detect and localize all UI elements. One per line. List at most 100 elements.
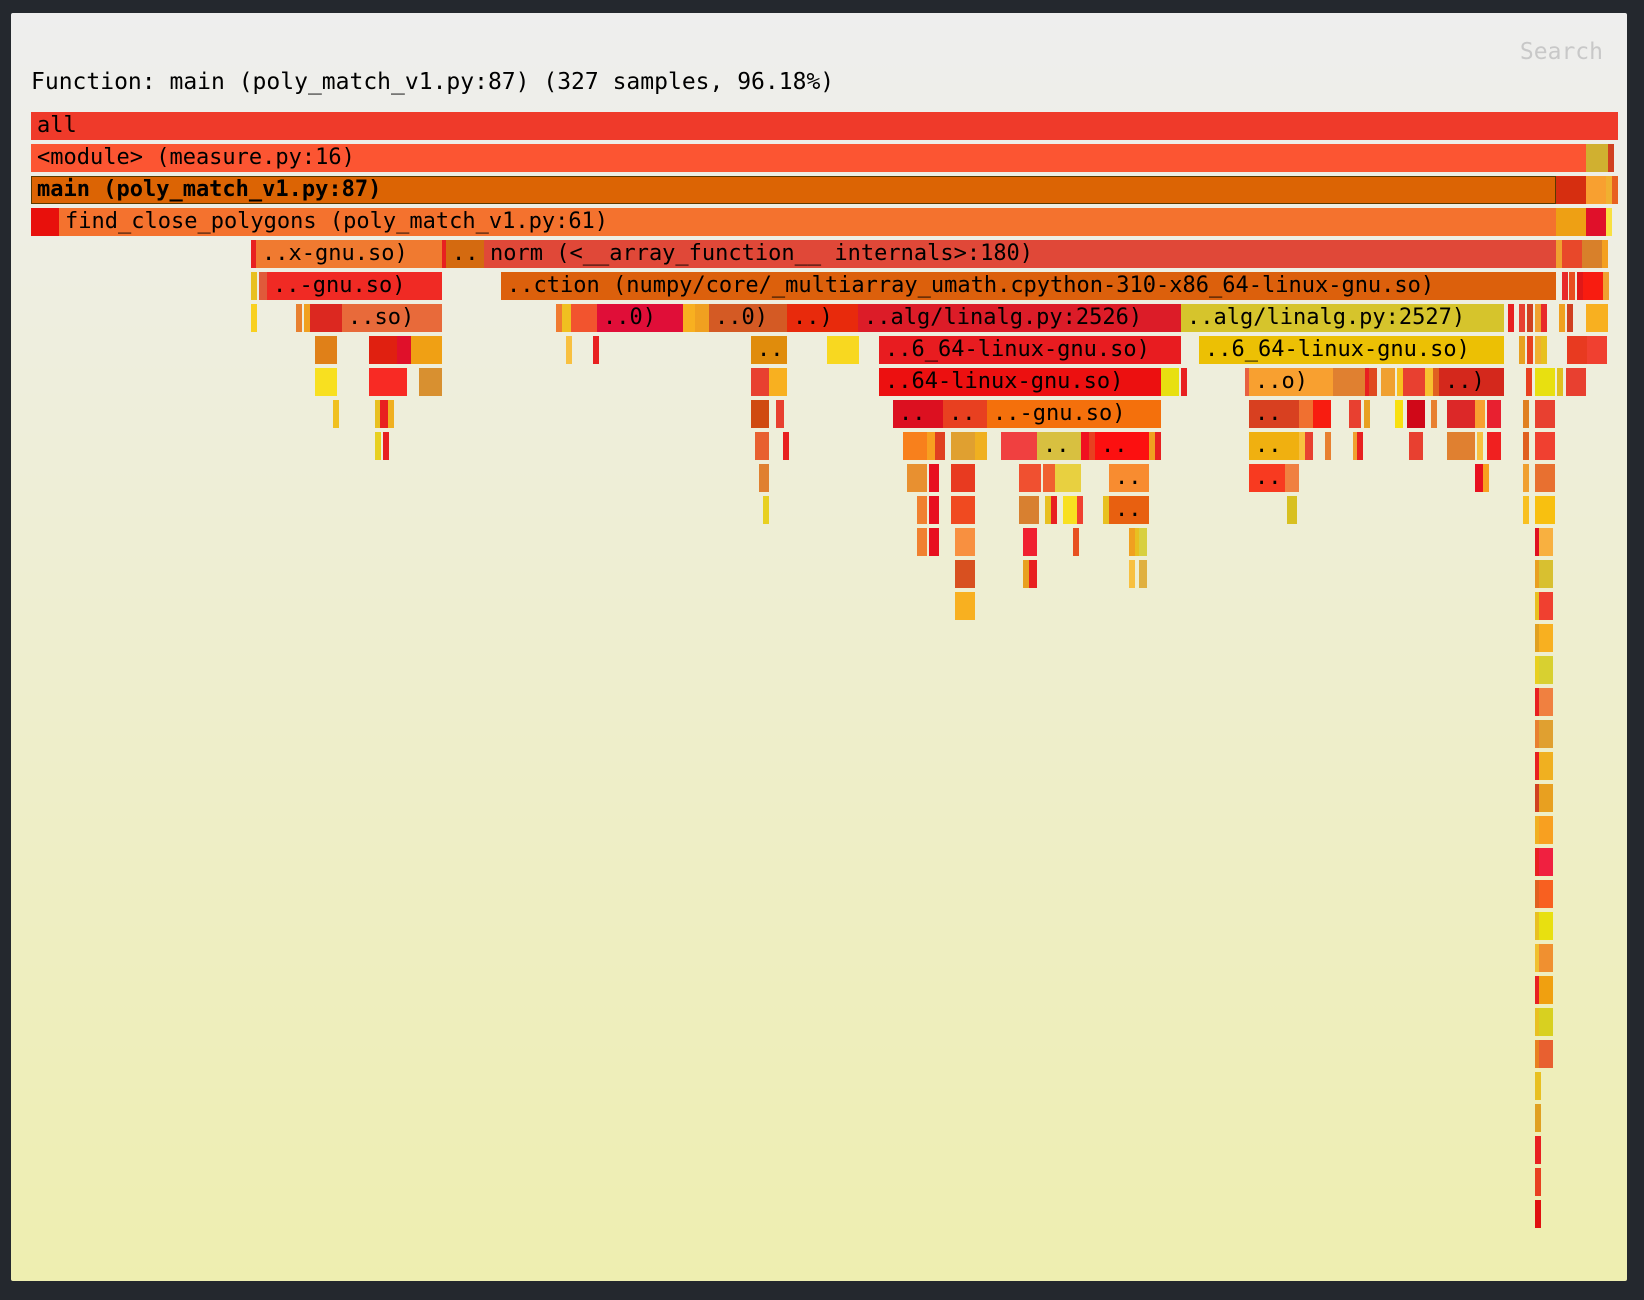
flame-frame[interactable] — [1557, 368, 1563, 396]
flame-frame[interactable] — [1535, 784, 1541, 812]
flame-frame[interactable] — [1526, 368, 1532, 396]
flame-frame[interactable] — [251, 304, 257, 332]
flame-frame[interactable] — [1556, 240, 1562, 268]
flame-frame[interactable] — [763, 496, 769, 524]
flame-frame[interactable] — [251, 272, 257, 300]
flame-frame[interactable] — [1556, 176, 1586, 204]
flame-frame[interactable] — [1602, 240, 1608, 268]
flame-frame[interactable] — [935, 432, 945, 460]
flame-frame[interactable] — [776, 400, 784, 428]
flame-frame[interactable] — [1051, 496, 1057, 524]
flame-frame[interactable]: .. — [1249, 432, 1299, 460]
flame-frame[interactable] — [1381, 368, 1395, 396]
flame-frame[interactable] — [1535, 624, 1541, 652]
flame-frame[interactable] — [1369, 368, 1377, 396]
flame-frame[interactable] — [1073, 528, 1079, 556]
flame-frame[interactable]: .. — [1109, 464, 1149, 492]
flame-frame[interactable] — [1586, 144, 1608, 172]
flame-frame[interactable] — [1019, 496, 1039, 524]
flame-frame[interactable] — [562, 304, 571, 332]
flame-frame[interactable] — [1431, 400, 1437, 428]
flame-frame[interactable] — [1395, 400, 1403, 428]
flame-frame[interactable] — [1527, 336, 1533, 364]
flame-frame[interactable] — [1586, 304, 1608, 332]
flame-frame[interactable] — [1475, 400, 1485, 428]
flame-frame[interactable]: .. — [943, 400, 987, 428]
flame-frame[interactable] — [1535, 816, 1541, 844]
flame-frame[interactable] — [1045, 496, 1051, 524]
flame-frame[interactable] — [903, 432, 927, 460]
flame-frame[interactable] — [1447, 432, 1475, 460]
flame-frame[interactable] — [1535, 688, 1541, 716]
flame-frame[interactable] — [1606, 176, 1612, 204]
flame-frame[interactable] — [1566, 368, 1586, 396]
flame-frame[interactable] — [1562, 272, 1568, 300]
flame-frame[interactable] — [571, 304, 597, 332]
flame-frame[interactable] — [1349, 400, 1361, 428]
flame-frame[interactable] — [1353, 432, 1359, 460]
flame-frame[interactable] — [1535, 592, 1541, 620]
flame-frame[interactable] — [783, 432, 789, 460]
flame-frame[interactable] — [1519, 304, 1525, 332]
flame-frame[interactable] — [1539, 624, 1553, 652]
flame-frame[interactable] — [31, 208, 59, 236]
flame-frame[interactable] — [1539, 944, 1553, 972]
flame-frame[interactable] — [1535, 1072, 1541, 1100]
flame-frame[interactable] — [1299, 400, 1313, 428]
flame-frame[interactable]: ..-gnu.so) — [267, 272, 442, 300]
flame-frame[interactable] — [1487, 432, 1501, 460]
flame-frame[interactable] — [1407, 400, 1425, 428]
flame-frame[interactable] — [1541, 304, 1547, 332]
flame-frame[interactable] — [1535, 368, 1555, 396]
flame-frame[interactable] — [1535, 528, 1541, 556]
flame-frame[interactable] — [907, 464, 927, 492]
flame-frame[interactable] — [1569, 272, 1575, 300]
flame-frame[interactable] — [1077, 496, 1083, 524]
flame-frame[interactable] — [1535, 1040, 1541, 1068]
flame-frame[interactable] — [411, 336, 442, 364]
flame-frame[interactable] — [1487, 400, 1501, 428]
flame-frame[interactable]: find_close_polygons (poly_match_v1.py:61… — [59, 208, 1556, 236]
flame-frame[interactable] — [917, 496, 927, 524]
flame-frame[interactable] — [1535, 656, 1541, 684]
flame-frame[interactable] — [1447, 400, 1475, 428]
flame-frame[interactable] — [1535, 464, 1555, 492]
flame-frame[interactable] — [1523, 496, 1529, 524]
flame-frame[interactable] — [1139, 560, 1147, 588]
flame-frame[interactable] — [1001, 432, 1037, 460]
flame-frame[interactable] — [304, 304, 310, 332]
flame-frame[interactable] — [1129, 560, 1135, 588]
flame-frame[interactable]: .. — [751, 336, 787, 364]
flame-frame[interactable] — [1539, 656, 1553, 684]
flame-frame[interactable] — [1535, 1136, 1541, 1164]
flame-frame[interactable] — [1535, 1008, 1541, 1036]
flame-frame[interactable] — [1535, 976, 1541, 1004]
flame-frame[interactable] — [1081, 432, 1089, 460]
flame-frame[interactable] — [759, 464, 769, 492]
flame-frame[interactable] — [1023, 528, 1037, 556]
flame-frame[interactable] — [951, 464, 975, 492]
flame-frame[interactable] — [388, 400, 394, 428]
flame-frame[interactable] — [755, 432, 769, 460]
flame-frame[interactable]: ..alg/linalg.py:2527) — [1181, 304, 1504, 332]
flame-frame[interactable] — [593, 336, 599, 364]
flame-frame[interactable] — [1089, 432, 1095, 460]
flame-frame[interactable]: norm (<__array_function__ internals>:180… — [484, 240, 1556, 268]
flame-frame[interactable] — [1043, 464, 1055, 492]
flame-frame[interactable]: ..alg/linalg.py:2526) — [858, 304, 1181, 332]
flame-frame[interactable] — [1539, 848, 1553, 876]
flame-frame[interactable] — [1019, 464, 1041, 492]
flame-frame[interactable] — [442, 240, 448, 268]
flame-frame[interactable] — [1539, 752, 1553, 780]
flame-frame[interactable] — [369, 368, 407, 396]
flame-frame[interactable] — [1523, 400, 1529, 428]
flame-frame[interactable] — [296, 304, 302, 332]
flame-frame[interactable] — [1582, 240, 1602, 268]
flame-frame[interactable] — [951, 496, 975, 524]
flame-frame[interactable] — [383, 432, 389, 460]
flame-frame[interactable] — [1606, 208, 1612, 236]
flame-frame[interactable] — [1567, 304, 1573, 332]
flame-frame[interactable] — [1535, 880, 1541, 908]
flame-frame[interactable] — [1365, 368, 1371, 396]
flame-frame[interactable] — [1583, 272, 1603, 300]
